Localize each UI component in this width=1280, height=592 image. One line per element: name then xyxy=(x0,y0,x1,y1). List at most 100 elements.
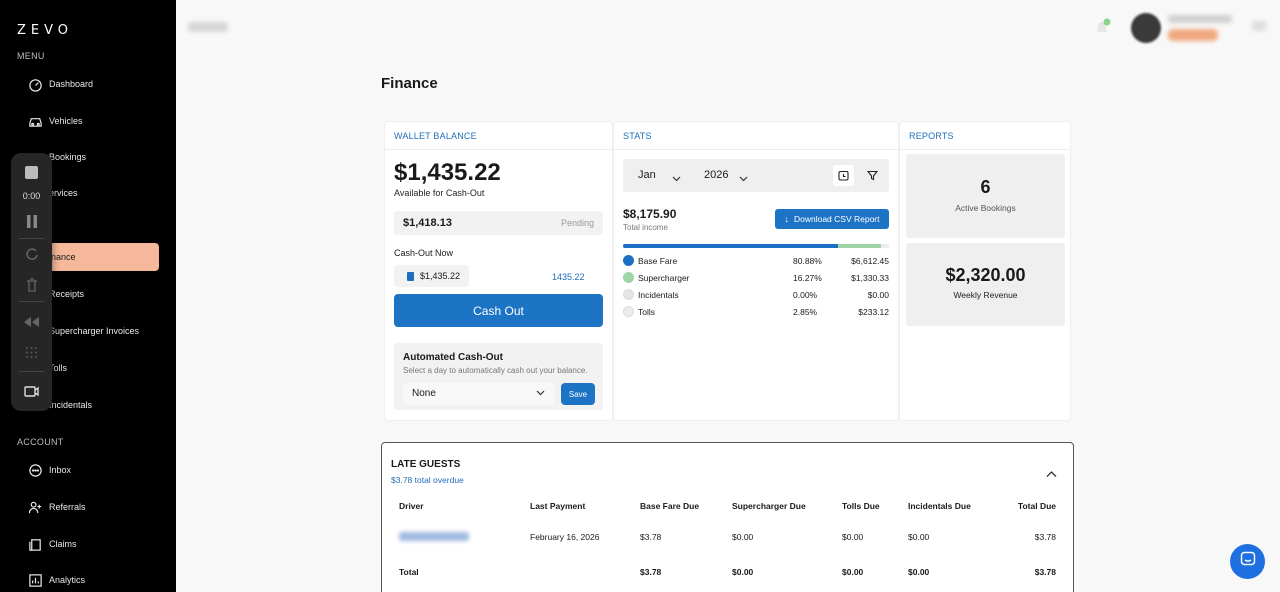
income-bar-segment xyxy=(623,244,839,248)
stop-record-icon[interactable] xyxy=(23,164,40,181)
user-name[interactable] xyxy=(1168,15,1232,23)
recording-timer: 0:00 xyxy=(22,191,41,201)
sidebar-item-incidentals[interactable]: Incidentals xyxy=(17,391,159,419)
sidebar-item-referrals[interactable]: Referrals xyxy=(17,493,159,521)
breakdown-value: $0.00 xyxy=(867,290,889,300)
save-button[interactable]: Save xyxy=(561,383,595,405)
column-header-base-fare-due: Base Fare Due xyxy=(640,501,700,511)
rewind-icon[interactable] xyxy=(23,313,40,330)
download-csv-label: Download CSV Report xyxy=(793,214,880,224)
stats-filter-bar: Jan 2026 xyxy=(623,159,889,192)
weekly-revenue-label: Weekly Revenue xyxy=(953,290,1018,300)
recorder-divider xyxy=(19,301,44,302)
sidebar-item-label: Vehicles xyxy=(49,116,83,126)
late-guests-overdue-total: $3.78 total overdue xyxy=(391,475,464,485)
cashout-amount-value: $1,435.22 xyxy=(420,271,461,281)
chevron-down-icon xyxy=(739,170,748,188)
zevo-logo[interactable]: ZEVO xyxy=(17,23,74,38)
pause-icon[interactable] xyxy=(23,213,40,230)
column-header-driver: Driver xyxy=(399,501,424,511)
automated-cashout-description: Select a day to automatically cash out y… xyxy=(403,366,588,375)
active-bookings-tile[interactable]: 6 Active Bookings xyxy=(906,154,1065,238)
year-select[interactable]: 2026 xyxy=(704,169,729,181)
sidebar-item-label: Dashboard xyxy=(49,79,94,89)
screen-recorder-panel: 0:00 xyxy=(11,153,52,411)
page-title: Finance xyxy=(381,75,438,92)
chevron-down-icon xyxy=(536,388,545,400)
chevron-up-icon[interactable] xyxy=(1046,465,1057,483)
camera-icon[interactable] xyxy=(23,383,40,400)
late-guests-panel: LATE GUESTS $3.78 total overdue Driver L… xyxy=(381,442,1074,592)
driver-name-link[interactable] xyxy=(399,532,469,541)
month-select[interactable]: Jan xyxy=(638,169,656,181)
breakdown-name: Incidentals xyxy=(638,290,679,300)
dashboard-icon xyxy=(26,75,44,93)
sidebar-item-label: Inbox xyxy=(49,465,72,475)
total-supercharger-due: $0.00 xyxy=(732,567,754,577)
sidebar-item-claims[interactable]: Claims xyxy=(17,530,159,558)
user-role-badge xyxy=(1168,29,1218,41)
download-csv-button[interactable]: ↓ Download CSV Report xyxy=(775,209,889,229)
sidebar-item-inbox[interactable]: Inbox xyxy=(17,456,159,484)
column-header-supercharger-due: Supercharger Due xyxy=(732,501,806,511)
pending-balance-row: $1,418.13 Pending xyxy=(394,211,603,235)
filter-icon[interactable] xyxy=(862,165,883,186)
pending-status: Pending xyxy=(560,218,594,228)
total-row-label: Total xyxy=(399,567,419,577)
cell-supercharger-due: $0.00 xyxy=(732,532,754,542)
sidebar-item-label: inance xyxy=(49,252,76,262)
notification-bell-icon[interactable] xyxy=(1092,18,1112,38)
chevron-down-icon xyxy=(672,170,681,188)
stats-card: STATS Jan 2026 $8,175.90 Total income ↓ … xyxy=(614,122,898,420)
sidebar-item-bookings[interactable]: Bookings xyxy=(17,143,159,171)
cashout-max-link[interactable]: 1435.22 xyxy=(552,272,585,282)
legend-dot-icon xyxy=(623,272,634,283)
user-plus-icon xyxy=(26,498,44,516)
chat-bubble-icon xyxy=(1240,551,1256,572)
wallet-balance-amount: $1,435.22 xyxy=(394,159,501,186)
legend-dot-icon xyxy=(623,289,634,300)
weekly-revenue-tile[interactable]: $2,320.00 Weekly Revenue xyxy=(906,243,1065,326)
sidebar-item-vehicles[interactable]: Vehicles xyxy=(17,107,159,135)
wallet-card-header: WALLET BALANCE xyxy=(385,122,612,150)
sidebar-item-dashboard[interactable]: Dashboard xyxy=(17,70,159,98)
stats-card-header: STATS xyxy=(614,122,898,150)
sidebar-item-tolls[interactable]: Tolls xyxy=(17,354,159,382)
sidebar-item-label: Bookings xyxy=(49,152,87,162)
column-header-tolls-due: Tolls Due xyxy=(842,501,880,511)
breakdown-name: Tolls xyxy=(638,307,656,317)
avatar[interactable] xyxy=(1131,13,1161,43)
calendar-clock-icon[interactable] xyxy=(833,165,854,186)
sidebar-item-receipts[interactable]: Receipts xyxy=(17,280,159,308)
sidebar-item-label: Claims xyxy=(49,539,77,549)
trash-icon[interactable] xyxy=(23,276,40,293)
automated-cashout-panel: Automated Cash-Out Select a day to autom… xyxy=(394,343,603,410)
grid-icon[interactable] xyxy=(23,344,40,361)
cashout-day-select[interactable]: None xyxy=(403,383,554,405)
restart-icon[interactable] xyxy=(23,245,40,262)
legend-dot-icon xyxy=(623,306,634,317)
breakdown-row: Base Fare 80.88% $6,612.45 xyxy=(623,254,889,268)
breakdown-value: $233.12 xyxy=(858,307,889,317)
reports-card-header: REPORTS xyxy=(900,122,1070,150)
wallet-balance-card: WALLET BALANCE $1,435.22 Available for C… xyxy=(385,122,612,420)
reports-card: REPORTS 6 Active Bookings $2,320.00 Week… xyxy=(900,122,1070,420)
document-icon xyxy=(407,271,414,281)
total-base-fare-due: $3.78 xyxy=(640,567,662,577)
sidebar-item-services[interactable]: ervices xyxy=(17,179,159,207)
menu-section-label: MENU xyxy=(17,51,45,61)
cell-base-fare-due: $3.78 xyxy=(640,532,662,542)
menu-icon[interactable] xyxy=(1252,21,1266,31)
cashout-amount-input[interactable]: $1,435.22 xyxy=(394,265,469,287)
total-income-amount: $8,175.90 xyxy=(623,207,677,221)
cash-out-button[interactable]: Cash Out xyxy=(394,294,603,327)
download-icon: ↓ xyxy=(784,214,789,224)
sidebar-item-analytics[interactable]: Analytics xyxy=(17,566,159,592)
active-bookings-count: 6 xyxy=(980,177,991,197)
active-bookings-label: Active Bookings xyxy=(955,203,1016,213)
breakdown-value: $6,612.45 xyxy=(851,256,889,266)
sidebar-item-supercharger-invoices[interactable]: Supercharger Invoices xyxy=(17,317,159,345)
chat-launcher-button[interactable] xyxy=(1230,544,1265,579)
cell-total-due: $3.78 xyxy=(1034,532,1056,542)
breakdown-name: Supercharger xyxy=(638,273,690,283)
